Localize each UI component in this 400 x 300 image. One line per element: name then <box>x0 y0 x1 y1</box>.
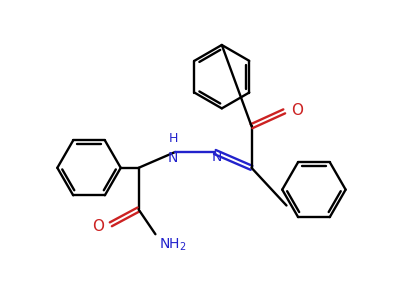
Text: N: N <box>168 151 178 165</box>
Text: H: H <box>168 132 178 145</box>
Text: N: N <box>212 150 222 164</box>
Text: O: O <box>291 103 303 118</box>
Text: O: O <box>92 219 104 234</box>
Text: NH$_2$: NH$_2$ <box>159 236 187 253</box>
